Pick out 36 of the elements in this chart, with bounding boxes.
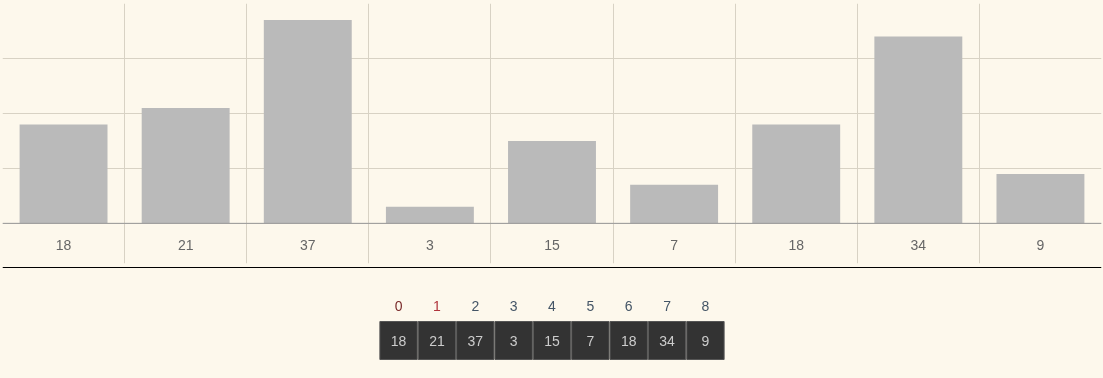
data-label: 9: [1036, 237, 1045, 254]
bar: [141, 107, 230, 224]
text: 18: [390, 332, 407, 349]
text: 8: [701, 297, 710, 314]
text: 34: [659, 332, 675, 349]
bar: [263, 19, 352, 224]
text: 5: [586, 297, 595, 314]
text: 3: [509, 297, 518, 314]
text: 3: [509, 332, 518, 349]
data-label: 34: [910, 237, 927, 254]
bar: [19, 124, 108, 224]
bar: [508, 140, 596, 224]
text: 0: [394, 297, 403, 314]
bar: [385, 206, 474, 224]
text: 18: [620, 332, 637, 349]
data-label: 7: [670, 237, 679, 254]
bar: [996, 173, 1085, 224]
data-label: 3: [426, 237, 434, 254]
text: 4: [548, 297, 557, 314]
text: 6: [624, 297, 633, 314]
bar: [752, 124, 841, 224]
text: 1: [433, 297, 442, 314]
data-label: 18: [55, 237, 72, 254]
text: 15: [544, 332, 560, 349]
bar: [630, 184, 719, 224]
text: 9: [701, 332, 710, 349]
data-label: 37: [299, 237, 316, 254]
text: 2: [471, 297, 480, 314]
text: 21: [429, 332, 445, 349]
data-label: 15: [544, 237, 560, 254]
text: 37: [467, 332, 484, 349]
data-label: 21: [177, 237, 194, 254]
data-label: 18: [788, 237, 805, 254]
text: 7: [586, 332, 595, 349]
bar: [874, 36, 963, 224]
text: 7: [663, 297, 672, 314]
